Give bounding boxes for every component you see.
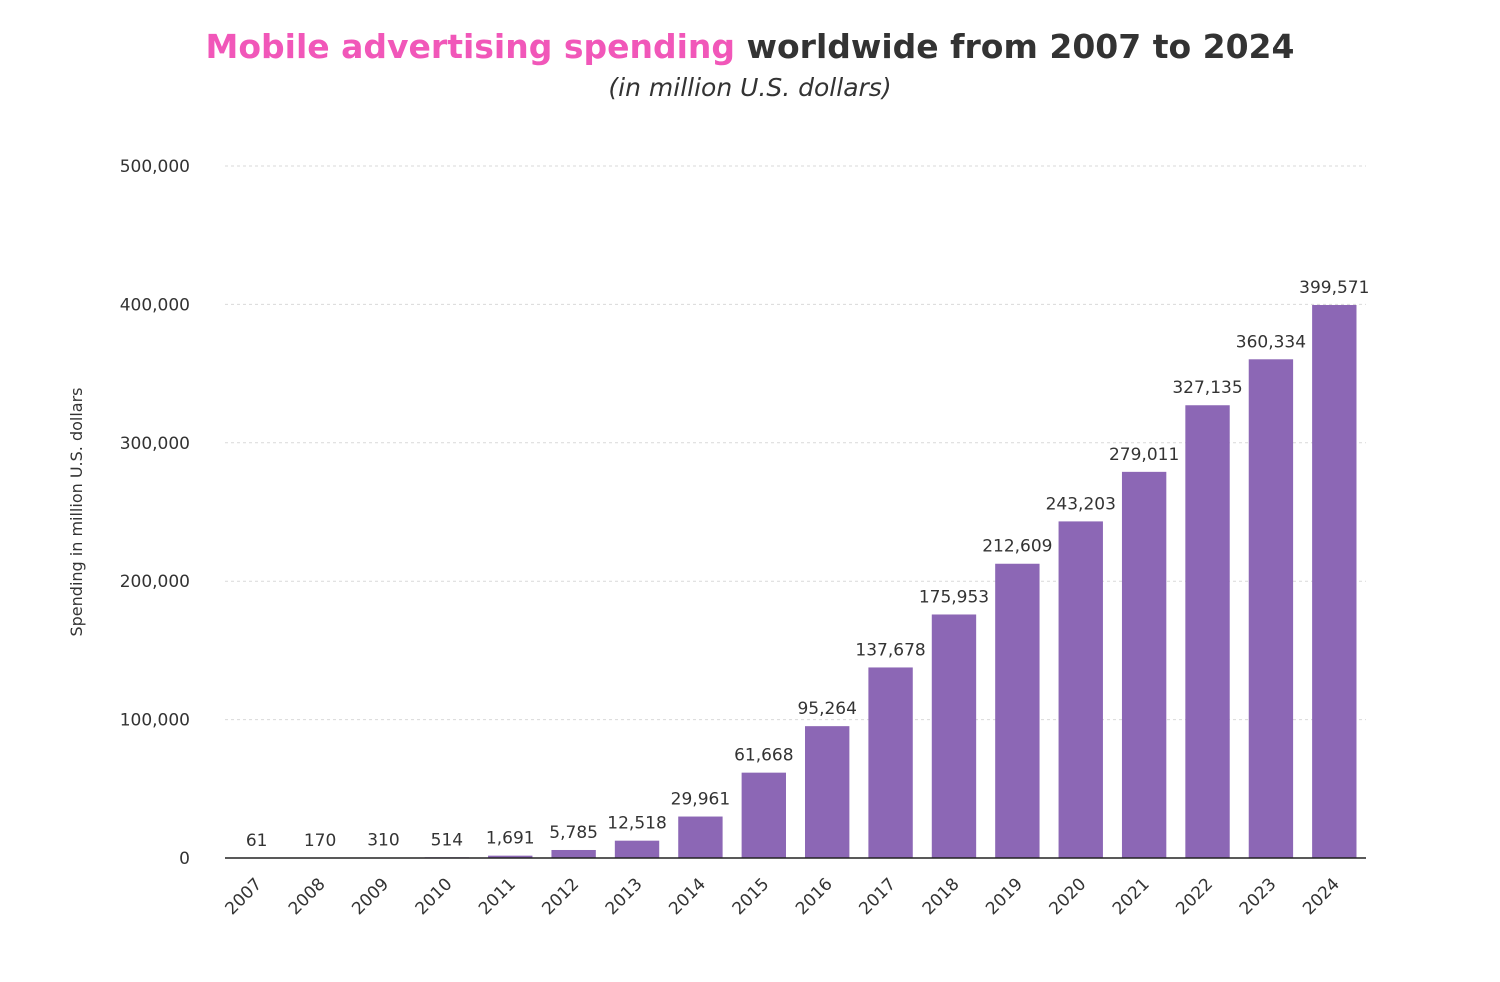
bar <box>868 667 913 858</box>
x-tick-label: 2011 <box>475 874 520 919</box>
chart-title-highlight: Mobile advertising spending <box>205 27 736 66</box>
bar <box>1058 521 1103 858</box>
data-label: 243,203 <box>1046 494 1116 514</box>
bar <box>805 726 850 858</box>
chart-subtitle: (in million U.S. dollars) <box>608 73 892 102</box>
gridlines <box>225 165 1366 721</box>
x-axis-ticks: 2007 2008 2009 2010 2011 2012 2013 2014 2015 2016… <box>221 874 1343 919</box>
x-tick-label: 2023 <box>1236 874 1281 919</box>
data-label: 279,011 <box>1109 445 1179 465</box>
x-tick-label: 2022 <box>1172 874 1217 919</box>
x-tick-label: 2018 <box>919 874 964 919</box>
data-label: 360,334 <box>1236 332 1306 352</box>
x-tick-label: 2013 <box>602 874 647 919</box>
bar <box>741 772 786 858</box>
data-label: 399,571 <box>1299 278 1369 298</box>
y-tick-label: 200,000 <box>120 572 190 592</box>
chart-title-rest: worldwide from 2007 to 2024 <box>735 27 1295 66</box>
bar <box>995 563 1040 858</box>
data-label: 137,678 <box>855 640 925 660</box>
x-tick-label: 2007 <box>221 874 266 919</box>
data-label: 514 <box>431 830 463 850</box>
x-tick-label: 2024 <box>1299 874 1344 919</box>
data-label: 95,264 <box>797 699 856 719</box>
x-tick-label: 2017 <box>855 874 900 919</box>
bar <box>1248 359 1294 858</box>
bar <box>1185 405 1230 858</box>
y-tick-label: 300,000 <box>120 434 190 454</box>
x-tick-label: 2008 <box>285 874 330 919</box>
data-label: 212,609 <box>982 537 1052 557</box>
data-label: 29,961 <box>671 790 730 810</box>
data-label: 61 <box>246 831 268 851</box>
bar <box>614 840 660 858</box>
y-axis-title: Spending in million U.S. dollars <box>67 387 86 636</box>
bar <box>488 855 533 858</box>
x-tick-label: 2016 <box>792 874 837 919</box>
data-label: 12,518 <box>607 814 666 834</box>
y-tick-label: 400,000 <box>120 295 190 315</box>
data-label: 170 <box>304 831 336 851</box>
x-tick-label: 2010 <box>412 874 457 919</box>
x-tick-label: 2014 <box>665 874 710 919</box>
data-label: 1,691 <box>486 829 535 849</box>
data-label: 327,135 <box>1172 378 1242 398</box>
y-tick-label: 500,000 <box>120 157 190 177</box>
x-tick-label: 2021 <box>1109 874 1154 919</box>
y-axis-ticks: 0 100,000 200,000 300,000 400,000 500,000 <box>120 157 190 869</box>
x-tick-label: 2019 <box>982 874 1027 919</box>
bar <box>1121 471 1167 858</box>
chart-title: Mobile advertising spending worldwide fr… <box>0 24 1500 70</box>
y-tick-label: 100,000 <box>120 711 190 731</box>
bar <box>551 849 596 858</box>
data-label: 310 <box>367 831 399 851</box>
y-tick-label: 0 <box>179 849 190 869</box>
x-tick-label: 2012 <box>538 874 583 919</box>
title-block: Mobile advertising spending worldwide fr… <box>0 24 1500 106</box>
x-tick-label: 2020 <box>1046 874 1091 919</box>
bars <box>234 304 1357 858</box>
bar <box>1312 304 1357 858</box>
data-label: 5,785 <box>549 823 598 843</box>
bar <box>678 816 723 858</box>
data-label: 175,953 <box>919 587 989 607</box>
data-label: 61,668 <box>734 746 793 766</box>
x-tick-label: 2015 <box>729 874 774 919</box>
bar <box>931 614 977 858</box>
x-tick-label: 2009 <box>348 874 393 919</box>
